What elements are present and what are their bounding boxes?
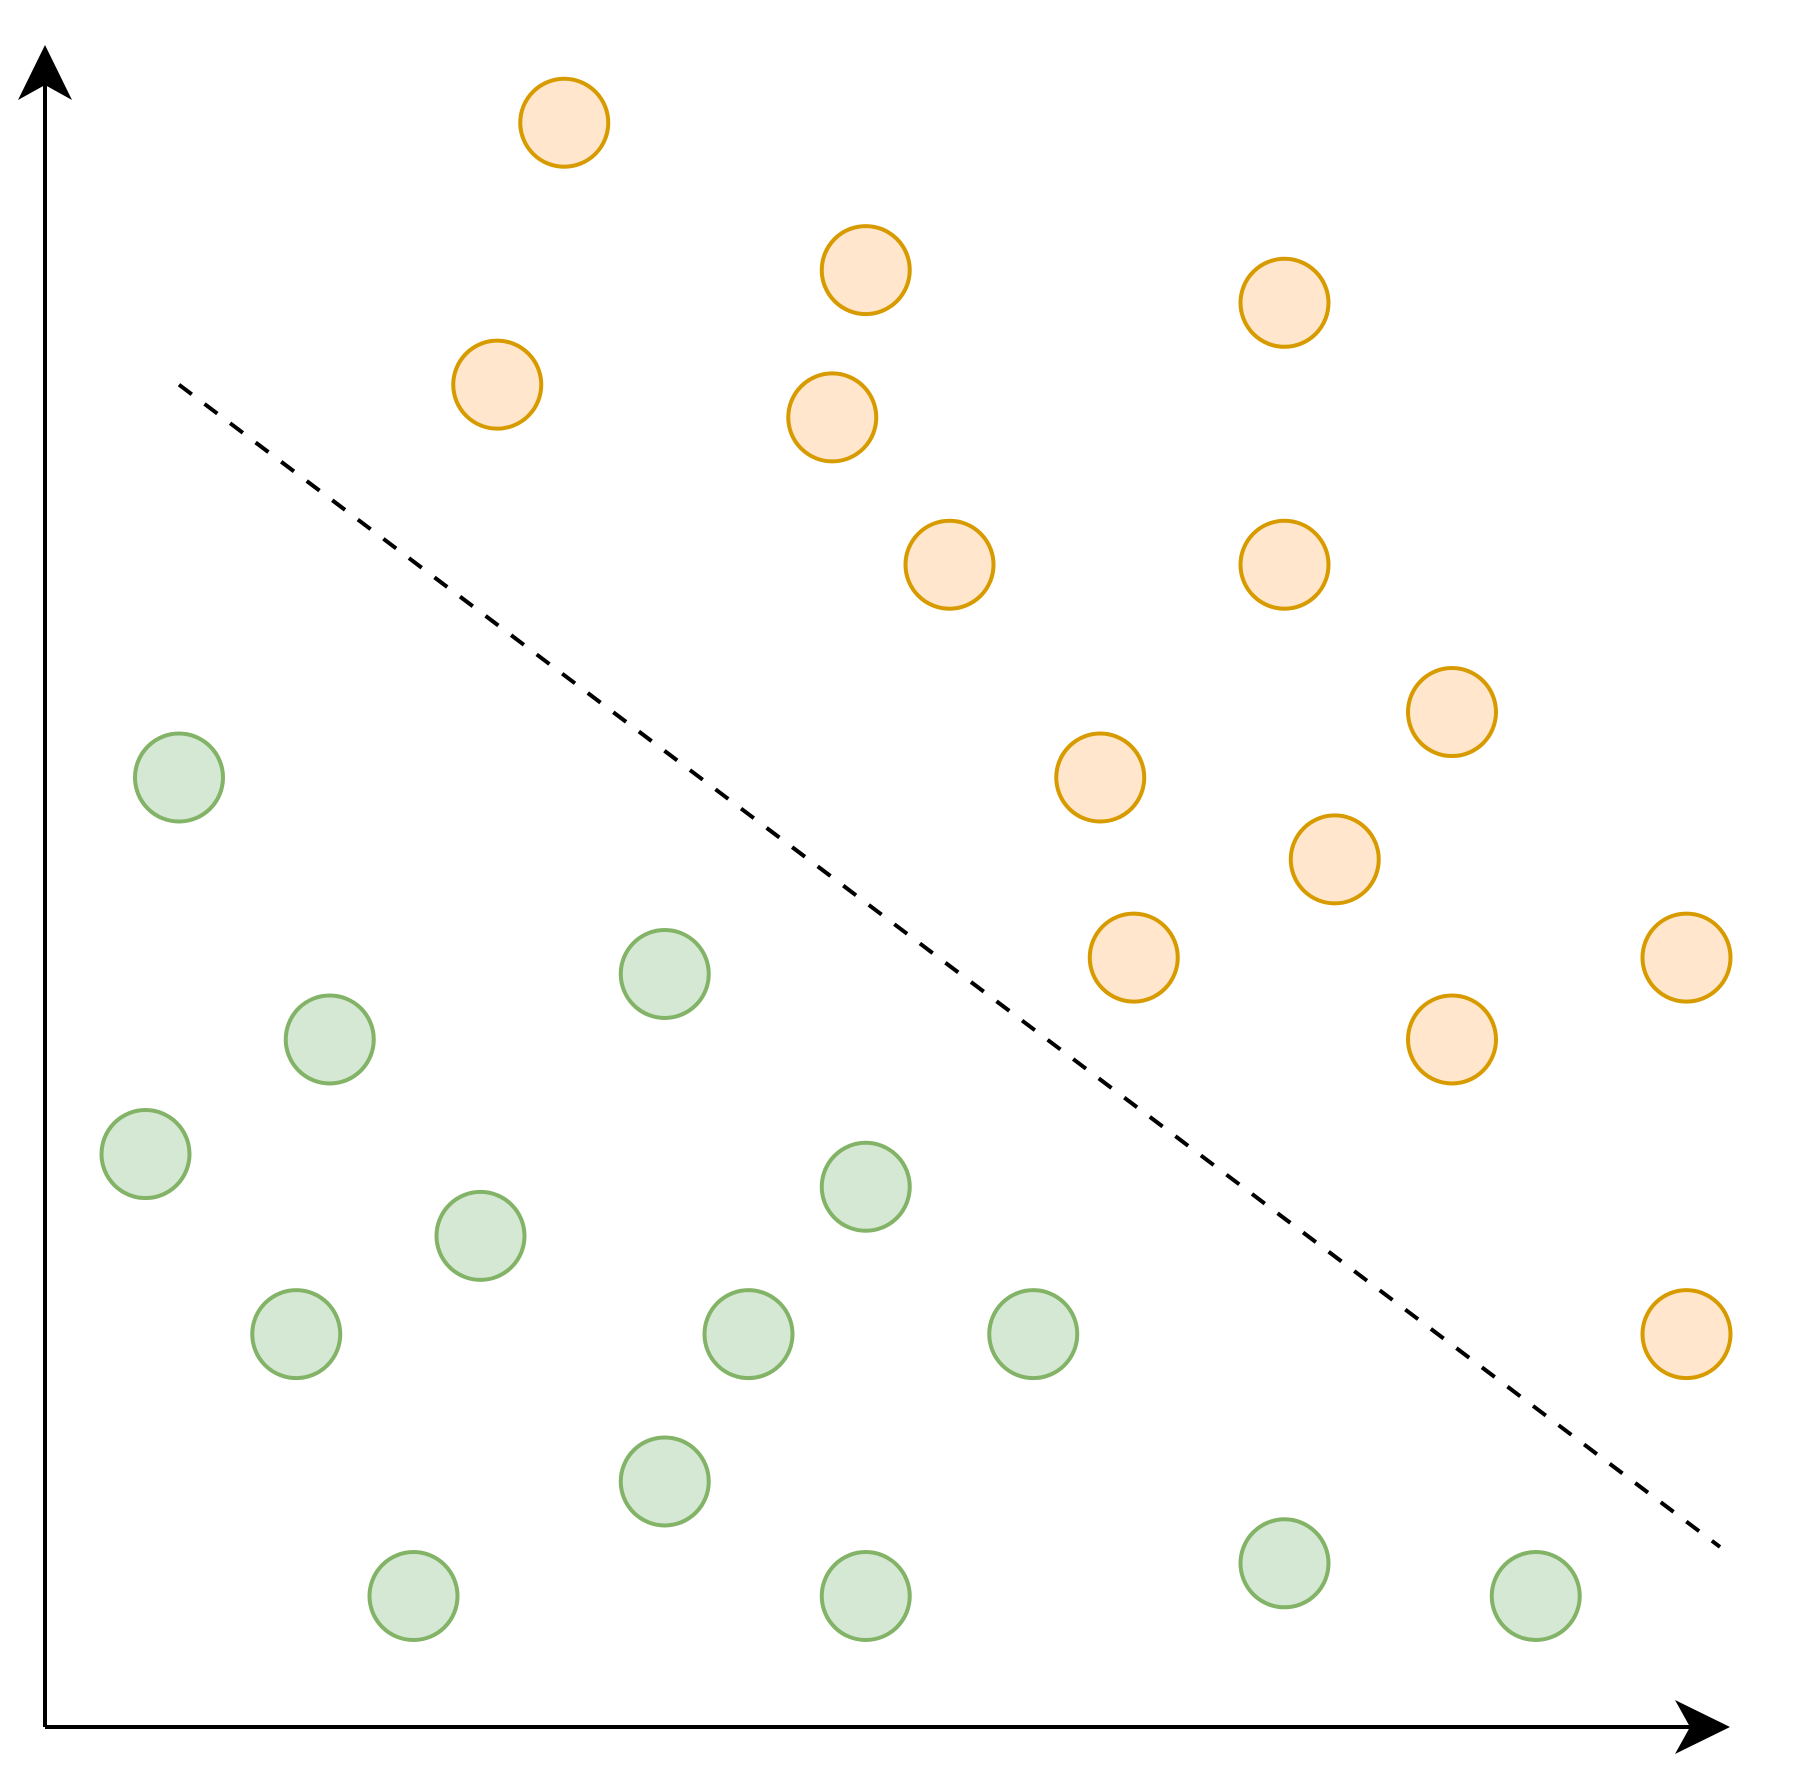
data-point-series-2 bbox=[702, 1288, 795, 1381]
data-point-series-1 bbox=[819, 224, 912, 317]
data-point-series-1 bbox=[1406, 993, 1498, 1086]
data-point-series-1 bbox=[1640, 911, 1733, 1004]
y-axis-arrow-icon bbox=[18, 45, 72, 100]
data-point-series-1 bbox=[786, 371, 879, 464]
data-point-series-1 bbox=[903, 518, 996, 611]
data-point-series-2 bbox=[367, 1550, 460, 1643]
data-point-series-2 bbox=[133, 731, 225, 824]
data-point-series-1 bbox=[451, 338, 544, 431]
data-point-series-2 bbox=[618, 1435, 711, 1528]
data-point-series-1 bbox=[1238, 256, 1331, 349]
data-point-series-2 bbox=[283, 993, 376, 1086]
data-point-series-2 bbox=[819, 1550, 912, 1643]
data-point-series-2 bbox=[1489, 1550, 1582, 1643]
data-point-series-1 bbox=[1288, 813, 1381, 906]
data-point-series-1 bbox=[518, 76, 611, 169]
data-point-series-1 bbox=[1640, 1288, 1733, 1381]
data-point-series-2 bbox=[1238, 1517, 1331, 1610]
decision-boundary-line bbox=[177, 383, 1722, 1549]
data-point-series-2 bbox=[618, 927, 711, 1020]
data-point-series-2 bbox=[250, 1288, 343, 1381]
data-point-series-1 bbox=[1087, 911, 1180, 1004]
x-axis-arrow-icon bbox=[1675, 1700, 1730, 1754]
data-point-series-2 bbox=[987, 1288, 1080, 1381]
data-point-series-2 bbox=[99, 1108, 192, 1201]
data-point-series-2 bbox=[819, 1140, 912, 1233]
data-point-series-1 bbox=[1406, 666, 1498, 759]
data-point-series-1 bbox=[1054, 731, 1147, 824]
data-point-series-2 bbox=[434, 1189, 527, 1282]
data-point-series-1 bbox=[1238, 518, 1331, 611]
